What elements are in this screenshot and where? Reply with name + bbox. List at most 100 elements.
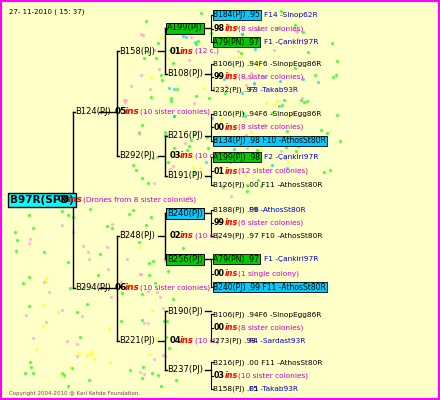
- Point: [124, 256, 131, 262]
- Point: [256, 26, 263, 32]
- Point: [109, 221, 116, 227]
- Point: [247, 129, 254, 136]
- Text: B294(PJ): B294(PJ): [75, 284, 110, 292]
- Text: 05: 05: [114, 108, 127, 116]
- Point: [290, 110, 297, 116]
- Text: B221(PJ): B221(PJ): [119, 336, 154, 345]
- Point: [147, 86, 154, 92]
- Point: [154, 40, 161, 47]
- Point: [169, 162, 176, 169]
- Point: [79, 313, 86, 320]
- Point: [22, 312, 29, 318]
- Point: [22, 370, 29, 376]
- Text: B216(PJ) .00 F11 -AthosSt80R: B216(PJ) .00 F11 -AthosSt80R: [213, 359, 323, 366]
- Point: [291, 27, 298, 34]
- Text: 04: 04: [169, 336, 181, 345]
- Point: [281, 96, 288, 103]
- Point: [220, 184, 227, 190]
- Point: [170, 145, 177, 151]
- Point: [298, 96, 305, 103]
- Point: [234, 47, 241, 54]
- Text: I232(PJ) .97: I232(PJ) .97: [213, 87, 256, 93]
- Point: [333, 72, 340, 79]
- Point: [157, 34, 164, 41]
- Text: ins: ins: [224, 123, 238, 132]
- Text: B108(PJ): B108(PJ): [167, 70, 203, 78]
- Point: [282, 144, 290, 151]
- Point: [147, 214, 154, 221]
- Text: B184(PJ) .95: B184(PJ) .95: [213, 10, 260, 19]
- Text: 00: 00: [213, 270, 224, 278]
- Point: [168, 95, 175, 101]
- Point: [75, 350, 82, 356]
- Text: 01: 01: [213, 167, 224, 176]
- Text: B106(PJ) .94F6 -SinopEgg86R: B106(PJ) .94F6 -SinopEgg86R: [213, 61, 322, 67]
- Point: [160, 318, 167, 324]
- Point: [30, 335, 37, 342]
- Point: [303, 171, 310, 178]
- Point: [320, 168, 327, 175]
- Point: [14, 237, 21, 243]
- Point: [137, 72, 144, 78]
- Point: [11, 228, 18, 235]
- Point: [301, 40, 308, 46]
- Text: I273(PJ) .98: I273(PJ) .98: [213, 338, 256, 344]
- Point: [190, 169, 197, 175]
- Point: [117, 318, 125, 324]
- Point: [293, 29, 301, 35]
- Point: [208, 30, 215, 36]
- Point: [165, 344, 172, 351]
- Point: [42, 278, 49, 284]
- Text: F3 -Takab93R: F3 -Takab93R: [249, 87, 298, 93]
- Point: [105, 326, 112, 332]
- Point: [144, 49, 151, 55]
- Point: [26, 303, 33, 309]
- Point: [146, 272, 153, 278]
- Point: [139, 317, 146, 324]
- Point: [186, 57, 193, 63]
- Point: [161, 132, 169, 138]
- Point: [95, 272, 102, 278]
- Point: [230, 151, 237, 158]
- Point: [193, 41, 200, 47]
- Point: [312, 72, 319, 78]
- Point: [183, 147, 190, 153]
- Text: B124(PJ): B124(PJ): [75, 108, 110, 116]
- Point: [27, 364, 34, 370]
- Text: F1 -Çankiri97R: F1 -Çankiri97R: [264, 39, 319, 45]
- Text: 03: 03: [169, 152, 181, 160]
- Point: [141, 54, 148, 61]
- Point: [334, 58, 341, 64]
- Text: ins: ins: [180, 336, 194, 345]
- Point: [142, 108, 149, 115]
- Text: (10 c.): (10 c.): [195, 338, 219, 344]
- Point: [104, 222, 111, 229]
- Text: F1 -Çankiri97R: F1 -Çankiri97R: [264, 256, 319, 262]
- Text: B158(PJ): B158(PJ): [119, 47, 155, 56]
- Text: ins: ins: [224, 270, 238, 278]
- Point: [190, 164, 197, 170]
- Point: [63, 338, 70, 344]
- Text: 01: 01: [169, 47, 181, 56]
- Text: B158(PJ) .01: B158(PJ) .01: [213, 386, 259, 392]
- Point: [127, 366, 134, 373]
- Point: [244, 145, 251, 151]
- Point: [163, 317, 170, 324]
- Point: [194, 128, 202, 134]
- Point: [180, 245, 187, 251]
- Point: [155, 372, 162, 378]
- Text: 99: 99: [213, 72, 224, 81]
- Point: [27, 235, 34, 242]
- Point: [123, 97, 130, 103]
- Point: [217, 116, 224, 123]
- Point: [65, 212, 72, 218]
- Point: [66, 364, 73, 370]
- Point: [79, 243, 86, 250]
- Point: [179, 33, 186, 40]
- Point: [145, 260, 152, 266]
- Point: [84, 352, 91, 358]
- Point: [165, 55, 172, 62]
- Text: 06: 06: [114, 284, 127, 292]
- Point: [299, 28, 306, 35]
- Point: [187, 34, 194, 40]
